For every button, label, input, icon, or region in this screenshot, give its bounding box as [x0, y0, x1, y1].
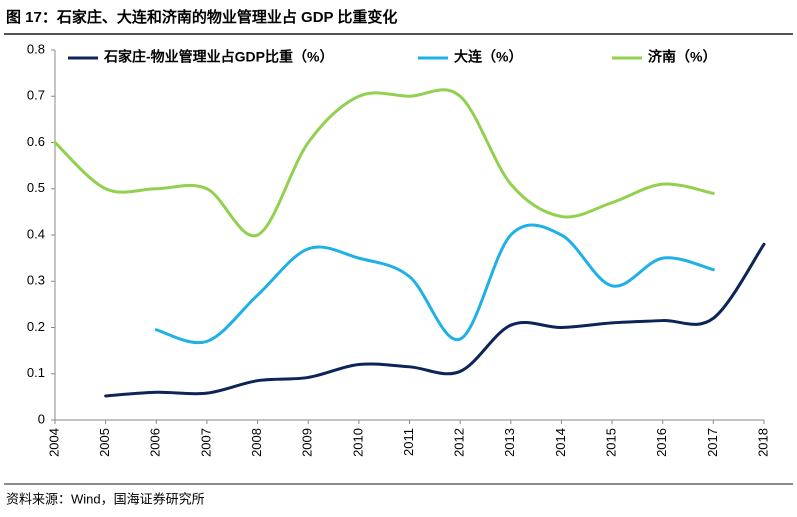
- x-tick-label: 2006: [148, 428, 163, 457]
- legend-label: 大连（%）: [454, 49, 522, 65]
- y-tick-label: 0.4: [27, 226, 45, 241]
- y-tick-label: 0: [38, 411, 45, 426]
- x-tick-label: 2017: [705, 428, 720, 457]
- y-tick-label: 0.1: [27, 365, 45, 380]
- x-tick-label: 2007: [198, 428, 213, 457]
- y-tick-label: 0.5: [27, 180, 45, 195]
- x-tick-label: 2015: [604, 428, 619, 457]
- y-tick-label: 0.6: [27, 134, 45, 149]
- y-tick-label: 0.2: [27, 319, 45, 334]
- x-tick-label: 2018: [755, 428, 770, 457]
- x-tick-label: 2013: [502, 428, 517, 457]
- x-tick-label: 2008: [249, 428, 264, 457]
- x-tick-label: 2004: [46, 428, 61, 457]
- chart-title: 图 17：石家庄、大连和济南的物业管理业占 GDP 比重变化: [6, 8, 397, 26]
- x-tick-label: 2009: [300, 428, 315, 457]
- x-tick-label: 2014: [553, 428, 568, 457]
- series-line: [53, 88, 715, 238]
- series-line: [154, 223, 715, 345]
- x-tick-label: 2016: [654, 428, 669, 457]
- source-note: 资料来源：Wind，国海证券研究所: [6, 491, 205, 506]
- y-tick-label: 0.8: [27, 41, 45, 56]
- x-tick-label: 2010: [350, 428, 365, 457]
- x-tick-label: 2011: [401, 428, 416, 456]
- legend-label: 济南（%）: [648, 49, 716, 65]
- x-tick-label: 2005: [97, 428, 112, 457]
- x-tick-label: 2012: [452, 428, 467, 457]
- series-line: [104, 242, 766, 398]
- legend-label: 石家庄-物业管理业占GDP比重（%）: [103, 49, 333, 65]
- y-tick-label: 0.3: [27, 273, 45, 288]
- y-tick-label: 0.7: [27, 88, 45, 103]
